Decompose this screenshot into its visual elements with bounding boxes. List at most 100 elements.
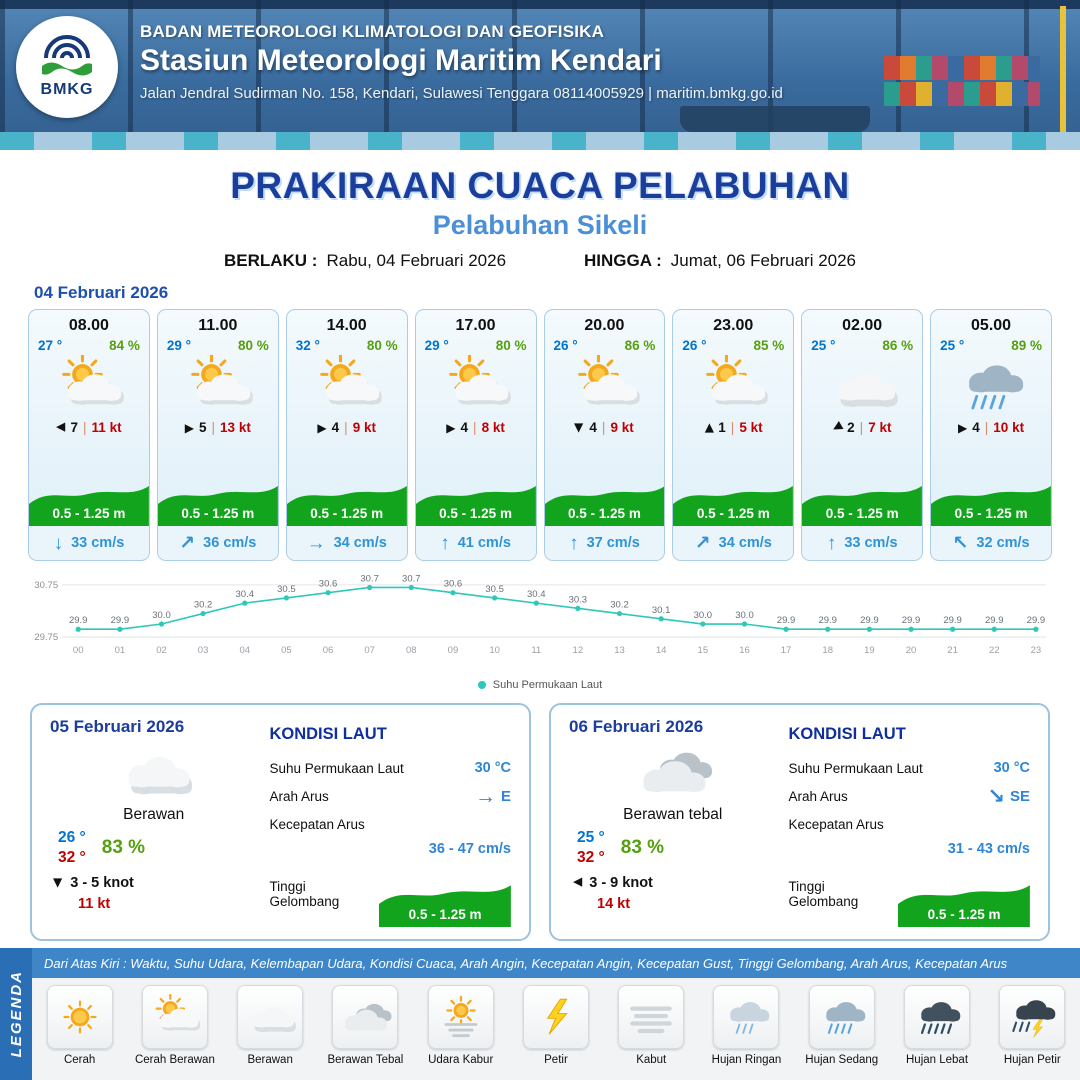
daily-card-right: KONDISI LAUT Suhu Permukaan Laut 30 °C A… [257, 717, 511, 927]
weather-icon [41, 354, 137, 417]
daily-humidity: 83 % [101, 837, 146, 859]
wind-row: ▶ 1 | 5 kt [673, 420, 793, 435]
daily-gust: 11 kt [78, 896, 111, 913]
daily-card: 06 Februari 2026 Berawan tebal 25 ° 32 °… [549, 703, 1050, 941]
sst-row: Suhu Permukaan Laut 30 °C [788, 760, 1030, 776]
wind-speed: 7 [70, 420, 79, 435]
sst-line-chart: 30.75 29.75 29.9 00 29.9 01 30.0 02 30.2 03 30.4 04… [26, 569, 1054, 678]
wind-speed: 4 [331, 420, 340, 435]
svg-text:30.75: 30.75 [34, 580, 58, 591]
svg-text:01: 01 [115, 645, 126, 656]
current-direction-icon: → [306, 532, 326, 554]
svg-text:17: 17 [781, 645, 792, 656]
header-text: BADAN METEOROLOGI KLIMATOLOGI DAN GEOFIS… [140, 0, 1080, 102]
svg-text:29.9: 29.9 [902, 615, 921, 626]
legend-item-label: Berawan [247, 1054, 293, 1066]
wind-gust: 13 kt [220, 420, 251, 435]
wave-height-value: 0.5 - 1.25 m [181, 506, 255, 521]
legend-icon-box [904, 985, 971, 1049]
separator: | [473, 420, 477, 435]
chart-legend: Suhu Permukaan Laut [26, 679, 1054, 691]
svg-text:07: 07 [364, 645, 375, 656]
daily-card: 05 Februari 2026 Berawan 26 ° 32 ° 83 % … [30, 703, 531, 941]
daily-weather-icon [617, 739, 729, 805]
wave-height-band: 0.5 - 1.25 m [673, 480, 794, 526]
valid-to-value: Jumat, 06 Februari 2026 [670, 251, 857, 270]
forecast-time: 14.00 [326, 317, 367, 334]
legend-weather-icon [147, 993, 203, 1040]
forecast-card: 14.00 32 ° 80 % ▶ 4 | 9 kt 0.5 - 1.25 m [285, 309, 408, 561]
svg-text:21: 21 [947, 645, 958, 656]
daily-condition: Berawan tebal [623, 806, 723, 823]
current-direction-row: Arah Arus → E [269, 786, 511, 807]
wave-shape [544, 486, 665, 526]
header: BMKG BADAN METEOROLOGI KLIMATOLOGI DAN G… [0, 0, 1080, 150]
svg-text:10: 10 [489, 645, 500, 656]
svg-text:30.5: 30.5 [277, 584, 296, 595]
legend-side-bar: LEGENDA [0, 948, 32, 1080]
wind-speed: 4 [972, 420, 980, 435]
daily-forecast-row: 05 Februari 2026 Berawan 26 ° 32 ° 83 % … [30, 703, 1050, 941]
svg-text:30.4: 30.4 [527, 589, 546, 600]
air-temperature: 29 ° [166, 338, 192, 353]
current-direction-label: Arah Arus [788, 789, 848, 804]
svg-text:30.0: 30.0 [735, 610, 754, 621]
wind-direction-icon: ▶ [51, 878, 66, 888]
forecast-card: 20.00 26 ° 86 % ▶ 4 | 9 kt 0.5 - 1.25 m [543, 309, 666, 561]
forecast-time: 17.00 [455, 317, 496, 334]
forecast-card: 02.00 25 ° 86 % ▶ 2 | 7 kt 0.5 - 1.25 m [801, 309, 924, 561]
valid-from-label: BERLAKU : [223, 251, 318, 270]
air-temperature: 32 ° [295, 338, 320, 353]
legend-item-label: Hujan Petir [1003, 1054, 1061, 1066]
humidity-value: 84 % [109, 338, 140, 353]
legend-weather-icon [623, 994, 679, 1040]
sst-label: Suhu Permukaan Laut [269, 760, 404, 776]
wave-shape [286, 486, 407, 526]
wind-gust: 8 kt [481, 420, 505, 435]
current-row: ↓ 33 cm/s [29, 526, 149, 560]
wave-height-band: 0.5 - 1.25 m [286, 480, 407, 526]
legend-item-label: Petir [544, 1054, 568, 1066]
air-temperature: 27 ° [38, 338, 63, 353]
svg-text:30.3: 30.3 [569, 594, 588, 605]
current-row: → 34 cm/s [286, 526, 407, 560]
current-speed: 32 cm/s [976, 535, 1030, 551]
humidity-value: 80 % [237, 338, 269, 353]
org-name: BADAN METEOROLOGI KLIMATOLOGI DAN GEOFIS… [140, 22, 605, 41]
temp-humidity-row: 25 ° 86 % [802, 335, 922, 353]
svg-text:30.7: 30.7 [402, 573, 421, 584]
current-row: ↑ 33 cm/s [802, 526, 923, 560]
containers-decor-row2 [884, 82, 1040, 106]
current-direction-icon: → [474, 785, 496, 808]
current-direction-icon: ↑ [569, 532, 579, 554]
temp-humidity-row: 26 ° 85 % [673, 335, 793, 353]
forecast-card: 08.00 27 ° 84 % ▶ 7 | 11 kt 0.5 - 1.25 m [28, 309, 150, 561]
humidity-value: 86 % [882, 338, 914, 353]
wind-speed: 1 [718, 420, 726, 435]
wind-speed: 4 [589, 420, 597, 435]
temp-humidity-row: 29 ° 80 % [158, 335, 278, 353]
current-row: ↑ 37 cm/s [544, 526, 665, 560]
legend-item: Udara Kabur [416, 985, 506, 1066]
wave-height-band: 0.5 - 1.25 m [157, 480, 278, 526]
svg-text:11: 11 [531, 645, 541, 656]
legend-main: Dari Atas Kiri : Waktu, Suhu Udara, Kele… [32, 948, 1080, 1080]
humidity-value: 80 % [366, 338, 398, 353]
wind-direction-icon: ▶ [573, 876, 583, 891]
svg-text:22: 22 [989, 645, 1000, 656]
separator: | [211, 420, 216, 435]
humidity-value: 80 % [495, 338, 527, 353]
legend-item: Berawan [225, 985, 315, 1066]
air-temperature: 25 ° [811, 338, 836, 353]
wave-shape [898, 885, 1030, 927]
current-direction-icon: ↑ [440, 532, 450, 554]
svg-text:29.9: 29.9 [818, 615, 837, 626]
forecast-card: 05.00 25 ° 89 % ▶ 4 | 10 kt 0.5 - 1.25 m [930, 309, 1052, 561]
current-row: ↗ 36 cm/s [157, 526, 278, 560]
legend-item-label: Hujan Sedang [805, 1054, 879, 1066]
wave-height-value: 0.5 - 1.25 m [954, 506, 1028, 521]
legend-item-label: Berawan Tebal [327, 1054, 404, 1066]
current-row: ↑ 41 cm/s [415, 526, 536, 560]
separator: | [984, 420, 989, 435]
